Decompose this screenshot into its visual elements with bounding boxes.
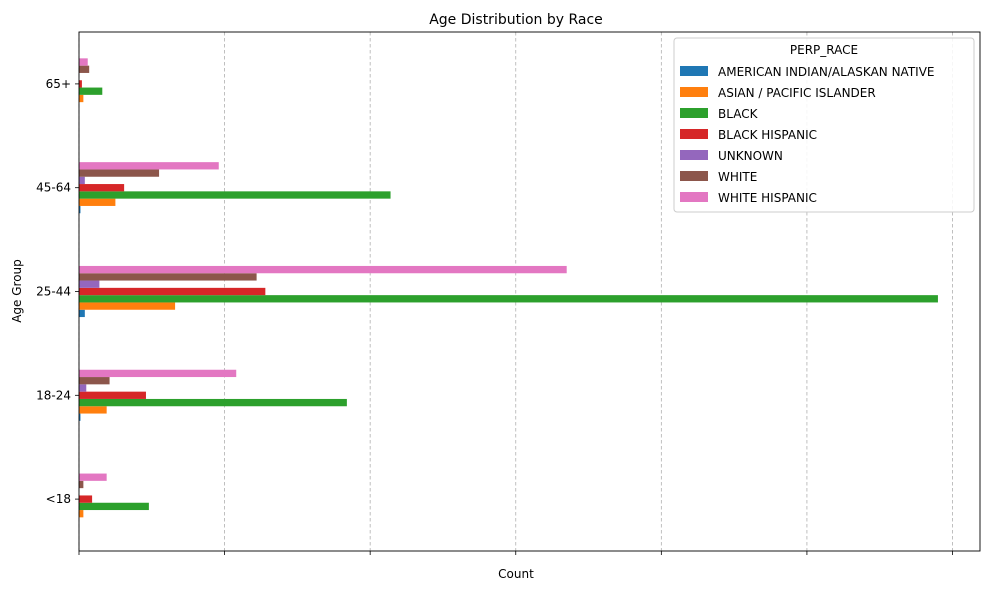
y-tick-label: 65+ — [46, 77, 71, 91]
bar-45-64-WHITE HISPANIC — [79, 162, 219, 170]
y-tick-label: 18-24 — [36, 388, 71, 402]
bar-18-24-WHITE HISPANIC — [79, 369, 237, 378]
bar-<18-WHITE — [79, 480, 84, 489]
legend-label: WHITE HISPANIC — [718, 191, 817, 205]
legend: PERP_RACE AMERICAN INDIAN/ALASKAN NATIVE A… — [673, 37, 975, 213]
bar-65+-BLACK — [79, 87, 103, 95]
legend-swatch — [680, 108, 708, 118]
bar-25-44-ASIAN / PACIFIC ISLANDER — [79, 302, 176, 310]
bar-18-24-BLACK — [79, 398, 347, 407]
bar-<18-BLACK HISPANIC — [79, 495, 93, 503]
bar-45-64-BLACK HISPANIC — [79, 184, 125, 192]
legend-title: PERP_RACE — [790, 43, 858, 57]
bars-layer — [79, 58, 938, 518]
legend-label: BLACK HISPANIC — [718, 128, 817, 142]
bar-<18-WHITE HISPANIC — [79, 473, 107, 481]
legend-label: BLACK — [718, 107, 759, 121]
bar-25-44-UNKNOWN — [79, 280, 100, 288]
bar-18-24-ASIAN / PACIFIC ISLANDER — [79, 406, 107, 414]
chart-title: Age Distribution by Race — [429, 12, 603, 28]
bar-65+-WHITE — [79, 65, 90, 73]
legend-swatch — [680, 87, 708, 97]
bar-65+-BLACK HISPANIC — [79, 80, 82, 88]
bar-25-44-AMERICAN INDIAN/ALASKAN NATIVE — [79, 309, 85, 318]
bar-45-64-BLACK — [79, 191, 391, 199]
bar-18-24-UNKNOWN — [79, 384, 87, 392]
y-tick-label: <18 — [46, 492, 71, 506]
y-tick-label: 45-64 — [36, 181, 71, 195]
legend-label: WHITE — [718, 170, 757, 184]
bar-25-44-BLACK — [79, 295, 938, 303]
y-axis-label: Age Group — [10, 259, 24, 323]
plot-frame — [78, 31, 981, 552]
bar-45-64-WHITE — [79, 169, 160, 177]
bar-18-24-WHITE — [79, 377, 110, 385]
bar-45-64-ASIAN / PACIFIC ISLANDER — [79, 198, 116, 206]
bar-25-44-WHITE HISPANIC — [79, 265, 567, 274]
legend-label: UNKNOWN — [718, 149, 783, 163]
bar-45-64-UNKNOWN — [79, 176, 85, 185]
legend-swatch — [680, 129, 708, 139]
legend-swatch — [680, 66, 708, 76]
bar-<18-ASIAN / PACIFIC ISLANDER — [79, 510, 84, 518]
legend-swatch — [680, 192, 708, 202]
bar-25-44-WHITE — [79, 273, 257, 281]
bar-<18-BLACK — [79, 502, 149, 511]
bar-18-24-AMERICAN INDIAN/ALASKAN NATIVE — [79, 413, 81, 421]
axes-layer: <18 18-24 25-44 45-64 65+ — [36, 31, 981, 555]
legend-label: ASIAN / PACIFIC ISLANDER — [718, 86, 876, 100]
bar-25-44-BLACK HISPANIC — [79, 287, 266, 296]
x-axis-label: Count — [498, 567, 534, 581]
bar-65+-ASIAN / PACIFIC ISLANDER — [79, 94, 84, 103]
bar-45-64-AMERICAN INDIAN/ALASKAN NATIVE — [79, 205, 81, 214]
bar-65+-WHITE HISPANIC — [79, 58, 88, 66]
bar-18-24-BLACK HISPANIC — [79, 391, 146, 399]
legend-label: AMERICAN INDIAN/ALASKAN NATIVE — [718, 65, 935, 79]
legend-swatch — [680, 171, 708, 181]
legend-swatch — [680, 150, 708, 160]
y-tick-label: 25-44 — [36, 285, 71, 299]
legend-box — [673, 37, 975, 213]
